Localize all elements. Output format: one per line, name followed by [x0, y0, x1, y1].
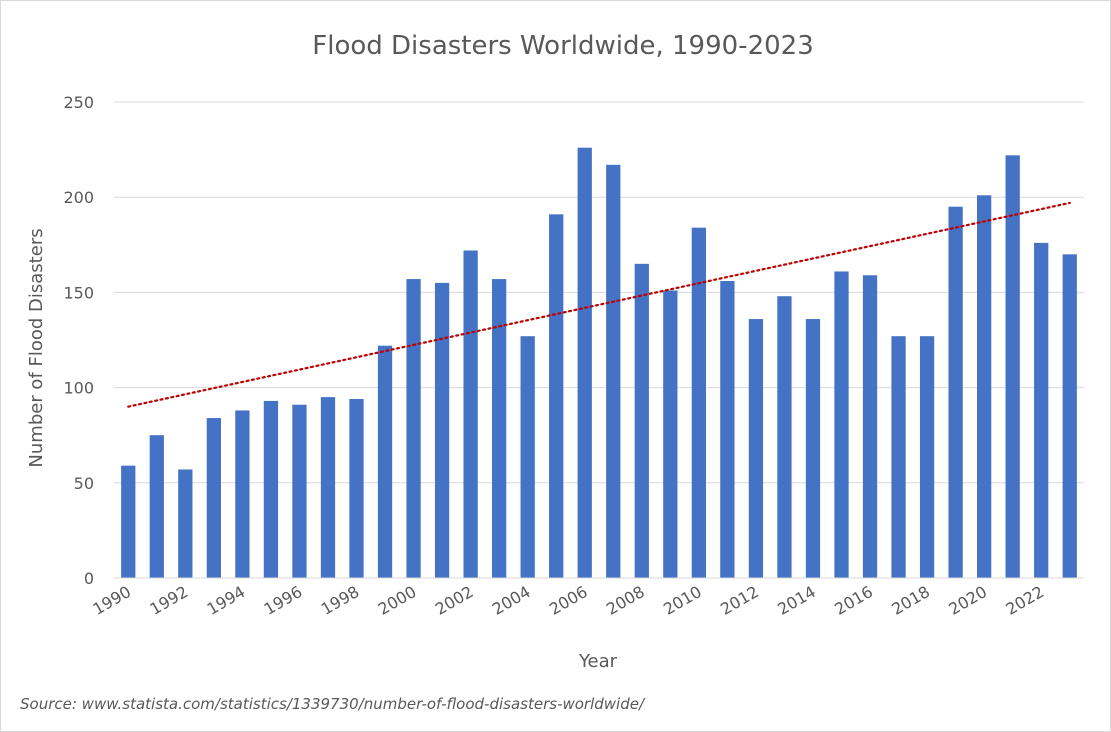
y-tick-label: 0 — [84, 569, 94, 588]
bar-1997 — [320, 397, 336, 578]
y-tick-label: 100 — [63, 379, 94, 398]
x-tick-label: 2008 — [603, 582, 648, 619]
x-tick-label: 2006 — [546, 582, 591, 619]
x-axis-label: Year — [578, 651, 618, 672]
bar-1993 — [206, 418, 221, 578]
bar-2014 — [805, 319, 821, 578]
bar-1998 — [349, 399, 364, 578]
x-tick-label: 1996 — [261, 582, 306, 619]
bar-1992 — [178, 469, 193, 578]
x-tick-label: 1994 — [204, 582, 249, 619]
bar-2021 — [1005, 155, 1020, 578]
bar-1990 — [121, 465, 136, 578]
y-tick-label: 150 — [63, 283, 94, 302]
x-tick-label: 2004 — [489, 582, 534, 619]
chart-title: Flood Disasters Worldwide, 1990-2023 — [312, 31, 813, 61]
bar-2004 — [520, 336, 535, 578]
y-axis-ticks: 0 50 100 150 200 250 — [63, 93, 94, 588]
trendline — [127, 201, 1071, 408]
bar-2005 — [549, 214, 564, 578]
bars — [121, 147, 1077, 579]
bar-2018 — [919, 336, 935, 578]
x-tick-label: 2020 — [945, 582, 990, 619]
bar-2012 — [748, 319, 764, 578]
x-tick-label: 1992 — [147, 582, 192, 619]
bar-2020 — [977, 195, 992, 578]
y-tick-label: 250 — [63, 93, 94, 112]
x-tick-label: 1998 — [318, 582, 363, 619]
bar-2019 — [948, 206, 963, 578]
x-tick-label: 2014 — [774, 582, 819, 619]
bar-1991 — [149, 435, 164, 578]
bar-1999 — [377, 345, 393, 578]
bar-1995 — [263, 400, 279, 578]
x-tick-label: 2018 — [888, 582, 933, 619]
x-tick-label: 2000 — [375, 582, 420, 619]
x-tick-label: 2010 — [660, 582, 705, 619]
bar-2022 — [1034, 242, 1049, 578]
bar-2001 — [434, 282, 450, 578]
x-axis-ticks: 1990 1992 1994 1996 1998 2000 2002 2004 2006 2008… — [90, 582, 1048, 619]
bar-2013 — [777, 296, 792, 578]
bar-2023 — [1062, 254, 1077, 578]
source-note: Source: www.statista.com/statistics/1339… — [20, 695, 646, 713]
bar-2011 — [720, 280, 735, 578]
bar-1996 — [292, 404, 307, 578]
gridlines — [114, 101, 1084, 484]
bar-2015 — [834, 271, 849, 578]
bar-2002 — [463, 250, 478, 578]
bar-2000 — [406, 279, 421, 578]
bar-2010 — [691, 227, 706, 578]
bar-2003 — [492, 279, 507, 578]
bar-2017 — [891, 336, 906, 578]
bar-2008 — [634, 263, 649, 578]
x-tick-label: 2002 — [432, 582, 477, 619]
x-tick-label: 2012 — [717, 582, 762, 619]
bar-2006 — [577, 147, 592, 579]
bar-2007 — [606, 164, 621, 578]
y-tick-label: 200 — [63, 188, 94, 207]
y-axis-label: Number of Flood Disasters — [26, 228, 47, 467]
x-tick-label: 2016 — [831, 582, 876, 619]
y-tick-label: 50 — [74, 474, 94, 493]
x-tick-label: 1990 — [90, 582, 135, 619]
bar-1994 — [235, 410, 250, 578]
bar-2016 — [862, 275, 878, 578]
bar-2009 — [663, 290, 678, 578]
x-tick-label: 2022 — [1002, 582, 1047, 619]
